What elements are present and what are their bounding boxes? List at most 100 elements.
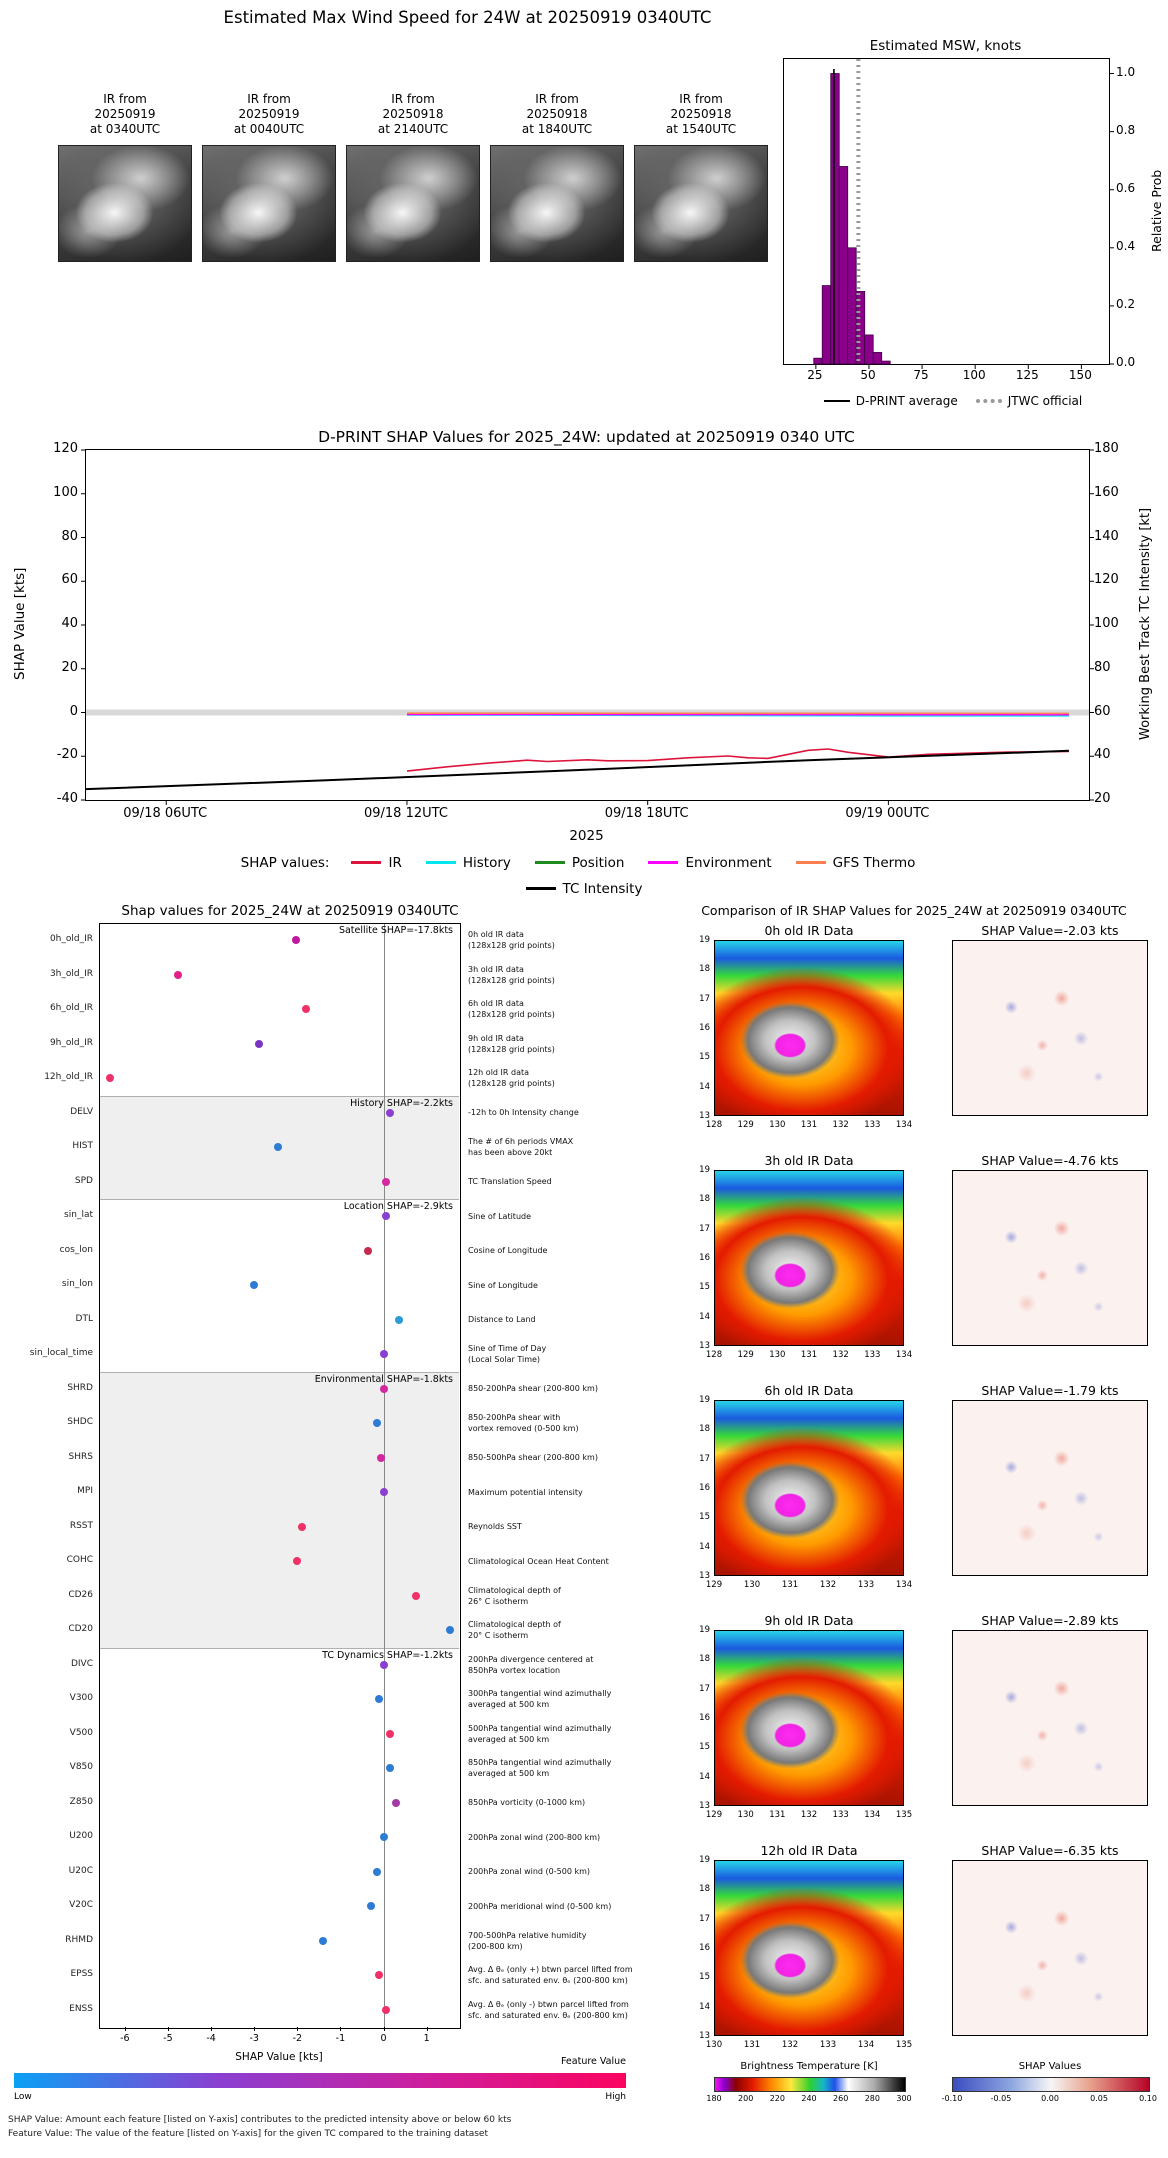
shap-colorbar (952, 2077, 1150, 2092)
dotplot-group-shading (99, 1371, 459, 1648)
bt-colorbar-tick-label: 260 (833, 2094, 849, 2103)
ts-ytick-left-label: 60 (61, 572, 78, 588)
dotplot-xtick-label: -4 (206, 2033, 216, 2044)
ts-legend-swatch (534, 861, 565, 864)
dotplot-feature-label: cos_lon (59, 1244, 93, 1255)
lon-tick-label: 129 (737, 1120, 754, 1130)
dotplot-group-divider (99, 1199, 459, 1200)
histogram-legend-label: D-PRINT average (855, 393, 958, 408)
dotplot-feature-label: RSST (69, 1520, 93, 1531)
shap-value-map (952, 940, 1148, 1116)
dotplot-annotation: 200hPa zonal wind (0-500 km) (468, 1867, 590, 1877)
histogram-xtick-label: 50 (860, 368, 876, 382)
lat-tick-label: 19 (699, 1855, 710, 1865)
dotplot-group-header: History SHAP=-2.2kts (350, 1097, 453, 1109)
lat-tick-label: 18 (699, 1424, 710, 1435)
histogram-ylabel: Relative Prob (1149, 169, 1164, 252)
timeseries-plot-area (81, 449, 1094, 805)
dotplot-point (379, 1660, 388, 1669)
colorbar-low-label: Low (14, 2092, 32, 2102)
dotplot-xtick-mark (426, 2027, 428, 2031)
dotplot-xtick-mark (211, 2027, 213, 2031)
histogram-bar (813, 357, 823, 365)
dotplot-feature-label: U200 (69, 1831, 93, 1842)
ts-ytick-right-label: 120 (1094, 572, 1119, 588)
lon-tick-label: 131 (781, 1580, 799, 1590)
timeseries-ylabel-right: Working Best Track TC Intensity [kt] (1138, 507, 1153, 741)
lat-tick-label: 18 (699, 964, 710, 975)
dotplot-feature-label: 0h_old_IR (49, 934, 93, 945)
lon-tick-label: 133 (832, 1810, 849, 1820)
dotplot-point (293, 1557, 302, 1566)
histogram-xtick-label: 150 (1068, 368, 1092, 382)
dotplot-point (375, 1695, 384, 1704)
ts-legend-item: History (425, 854, 511, 871)
dotplot-feature-label: sin_lat (64, 1210, 93, 1221)
dotplot-annotation: 700-500hPa relative humidity (200-800 km) (468, 1930, 587, 1951)
dotplot-annotation: Climatological Ocean Heat Content (468, 1556, 609, 1566)
shap-value-map (952, 1170, 1148, 1346)
histogram-ytick-label: 0.4 (1116, 238, 1136, 253)
lon-tick-label: 135 (895, 1810, 913, 1820)
dotplot-point (392, 1798, 401, 1807)
dotplot-feature-label: SPD (74, 1175, 93, 1186)
dotplot-feature-label: SHDC (67, 1417, 93, 1428)
shap-colorbar-tick-label: 0.10 (1139, 2094, 1157, 2103)
shap-map-title: SHAP Value=-2.89 kts (981, 1613, 1119, 1628)
histogram-xtick-label: 125 (1015, 368, 1039, 382)
ts-legend-item: Position (534, 855, 624, 871)
timeseries-title: D-PRINT SHAP Values for 2025_24W: update… (318, 428, 855, 446)
dotplot-feature-label: SHRS (68, 1451, 93, 1462)
bt-colorbar-tick-label: 240 (801, 2094, 817, 2103)
ts-legend-swatch (795, 861, 826, 864)
histogram-title: Estimated MSW, knots (869, 38, 1022, 54)
dotplot-point (386, 1108, 395, 1117)
shap-colorbar-tick-label: -0.10 (941, 2094, 963, 2103)
dotplot-feature-label: DTL (75, 1313, 93, 1324)
lat-tick-label: 19 (699, 1395, 710, 1405)
histogram-legend-item: D-PRINT average (823, 393, 958, 408)
dotplot-point (379, 1833, 388, 1842)
ts-legend-label: History (462, 854, 511, 871)
ir-thumbnail-label: IR from 20250918 at 2140UTC (377, 92, 449, 136)
lat-tick-label: 17 (699, 1223, 710, 1234)
dotplot-group-divider (99, 1647, 459, 1649)
lon-tick-label: 132 (800, 1810, 818, 1820)
shap-map-title: SHAP Value=-6.35 kts (981, 1843, 1119, 1858)
jtwc-official-legend-line (975, 398, 1002, 403)
bt-colorbar-tick-label: 300 (896, 2094, 912, 2103)
ir-data-image (714, 1860, 904, 2036)
ts-ytick-left-label: 40 (61, 616, 78, 631)
ir-data-image (714, 1630, 904, 1806)
ir-thumbnail-label: IR from 20250918 at 1840UTC (521, 92, 593, 136)
dotplot-annotation: Avg. Δ θₑ (only +) btwn parcel lifted fr… (468, 1965, 633, 1986)
lat-tick-label: 18 (699, 1194, 710, 1205)
dotplot-annotation: Sine of Latitude (468, 1211, 532, 1221)
lat-tick-label: 14 (699, 1541, 710, 1552)
dotplot-point (411, 1591, 420, 1600)
lon-tick-label: 130 (743, 1580, 761, 1590)
dotplot-feature-label: V20C (69, 1900, 93, 1911)
msw-histogram-panel: Estimated MSW, knots Relative Prob D-PRI… (783, 38, 1168, 423)
ts-ytick-right-label: 60 (1094, 703, 1111, 719)
dotplot-point (174, 970, 183, 979)
dotplot-feature-label: SHRD (67, 1382, 93, 1393)
bt-colorbar-tick-label: 280 (864, 2094, 880, 2103)
lon-tick-label: 130 (705, 2040, 723, 2050)
lat-tick-label: 15 (699, 1052, 710, 1063)
ir-data-title: 6h old IR Data (764, 1383, 854, 1398)
feature-value-colorbar (14, 2073, 626, 2088)
ir-data-image (714, 1400, 904, 1576)
dotplot-feature-label: 12h_old_IR (44, 1072, 93, 1083)
histogram-ytick-label: 0.8 (1116, 122, 1136, 137)
lat-tick-label: 18 (699, 1884, 710, 1895)
lon-tick-label: 134 (895, 1580, 913, 1590)
dotplot-group-header: Environmental SHAP=-1.8kts (314, 1373, 453, 1385)
dotplot-annotation: 850-200hPa shear (200-800 km) (468, 1384, 598, 1394)
ir-thumbnail: IR from 20250919 at 0040UTC (202, 92, 336, 262)
dotplot-xtick-label: -3 (249, 2033, 259, 2044)
shap-value-map (952, 1400, 1148, 1576)
lon-tick-label: 133 (864, 1350, 881, 1360)
lon-tick-label: 131 (800, 1350, 818, 1360)
dotplot-annotation: Climatological depth of 26° C isotherm (468, 1585, 561, 1606)
